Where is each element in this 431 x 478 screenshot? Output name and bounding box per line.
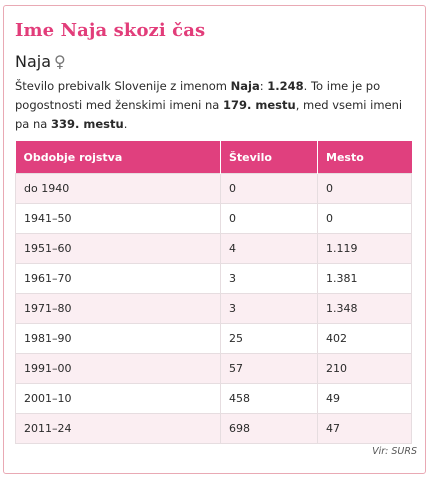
name-heading: Naja ♀: [15, 52, 66, 71]
cell-period: 1951–60: [15, 233, 221, 264]
cell-rank: 402: [317, 323, 412, 354]
cell-count: 0: [220, 173, 318, 204]
table-row: 1981–90 25 402: [15, 323, 412, 354]
card-title: Ime Naja skozi čas: [15, 20, 206, 41]
header-count: Število: [220, 141, 318, 174]
table-row: 1971–80 3 1.348: [15, 293, 412, 324]
cell-period: 2011–24: [15, 413, 221, 444]
desc-text-2: :: [259, 79, 268, 93]
desc-rank-female: 179. mestu: [222, 98, 296, 112]
cell-rank: 1.348: [317, 293, 412, 324]
female-icon: ♀: [54, 52, 66, 71]
desc-rank-all: 339. mestu: [51, 117, 124, 131]
cell-count: 25: [220, 323, 318, 354]
table-row: 1991–00 57 210: [15, 353, 412, 384]
cell-period: do 1940: [15, 173, 221, 204]
cell-period: 1991–00: [15, 353, 221, 384]
table-header-row: Obdobje rojstva Število Mesto: [15, 141, 412, 174]
cell-rank: 0: [317, 203, 412, 234]
cell-count: 458: [220, 383, 318, 414]
desc-text-1: Število prebivalk Slovenije z imenom: [15, 79, 231, 93]
cell-count: 0: [220, 203, 318, 234]
cell-count: 57: [220, 353, 318, 384]
cell-period: 1971–80: [15, 293, 221, 324]
cell-period: 1961–70: [15, 263, 221, 294]
cell-period: 1941–50: [15, 203, 221, 234]
cell-rank: 210: [317, 353, 412, 384]
cell-rank: 0: [317, 173, 412, 204]
birth-period-table: Obdobje rojstva Število Mesto do 1940 0 0 1…: [15, 141, 412, 444]
desc-name: Naja: [230, 79, 260, 93]
desc-text-5: .: [123, 117, 128, 131]
table-row: 1941–50 0 0: [15, 203, 412, 234]
cell-period: 1981–90: [15, 323, 221, 354]
cell-rank: 47: [317, 413, 412, 444]
cell-rank: 1.381: [317, 263, 412, 294]
desc-text-4: , med vsemi imeni pa na: [15, 98, 403, 131]
cell-period: 2001–10: [15, 383, 221, 414]
name-label: Naja: [15, 52, 52, 71]
cell-count: 3: [220, 293, 318, 324]
cell-count: 698: [220, 413, 318, 444]
name-description: Število prebivalk Slovenije z imenom Naj…: [15, 77, 411, 134]
table-row: 1961–70 3 1.381: [15, 263, 412, 294]
desc-count: 1.248: [267, 79, 304, 93]
header-period: Obdobje rojstva: [15, 141, 221, 174]
cell-rank: 1.119: [317, 233, 412, 264]
table-row: 2001–10 458 49: [15, 383, 412, 414]
cell-rank: 49: [317, 383, 412, 414]
desc-text-3: . To ime je po pogostnosti med ženskimi …: [15, 79, 381, 112]
cell-count: 4: [220, 233, 318, 264]
cell-count: 3: [220, 263, 318, 294]
table-row: do 1940 0 0: [15, 173, 412, 204]
source-note: Vir: SURS: [372, 446, 417, 457]
table-row: 2011–24 698 47: [15, 413, 412, 444]
table-row: 1951–60 4 1.119: [15, 233, 412, 264]
header-rank: Mesto: [317, 141, 412, 174]
table-body: do 1940 0 0 1941–50 0 0 1951–60 4 1.119 1961–70 3 1…: [15, 173, 412, 444]
